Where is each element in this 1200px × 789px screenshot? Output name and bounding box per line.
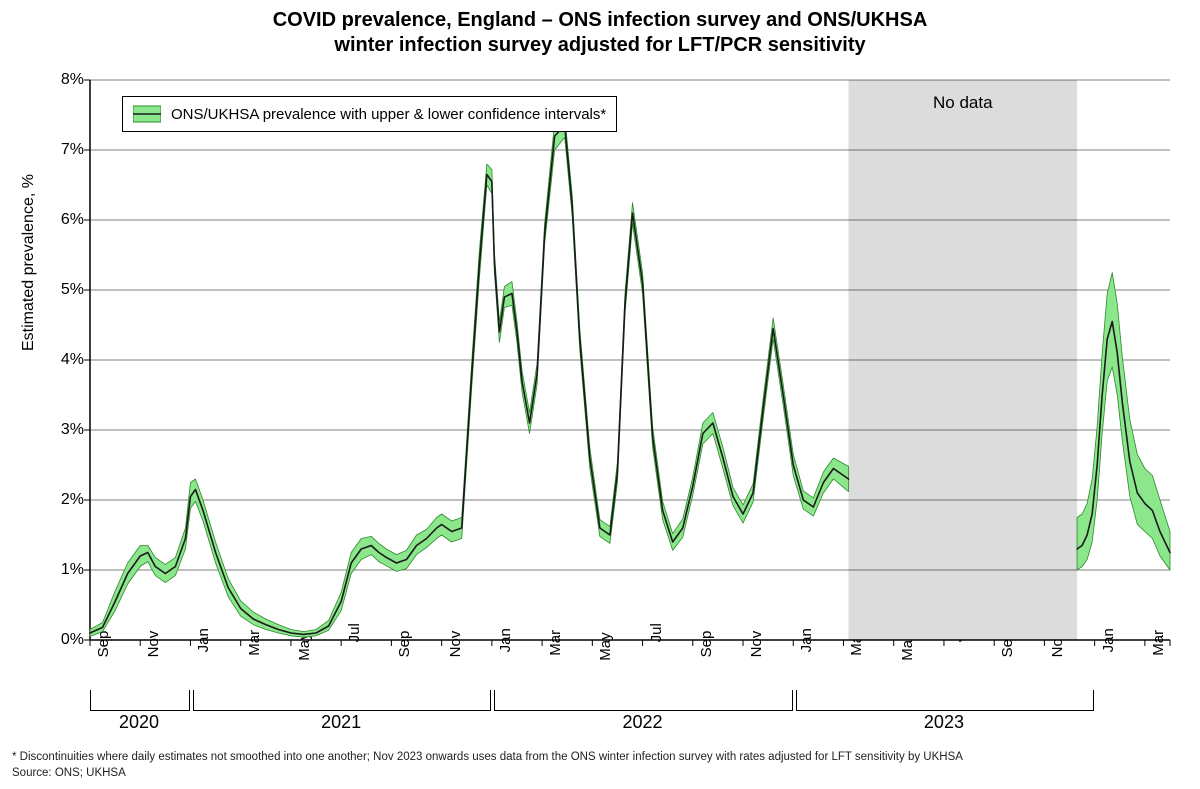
y-tick-label: 0%	[44, 631, 84, 649]
y-tick-label: 7%	[44, 141, 84, 159]
year-label: 2020	[90, 712, 188, 733]
year-label: 2022	[494, 712, 790, 733]
chart-page: COVID prevalence, England – ONS infectio…	[0, 0, 1200, 789]
year-bracket	[193, 690, 491, 711]
year-bracket	[90, 690, 190, 711]
y-tick-label: 5%	[44, 281, 84, 299]
y-axis-label: Estimated prevalence, %	[20, 174, 38, 351]
year-bracket	[494, 690, 792, 711]
y-tick-label: 2%	[44, 491, 84, 509]
footnote-text: * Discontinuities where daily estimates …	[12, 751, 963, 763]
svg-text:No data: No data	[933, 93, 993, 112]
y-tick-label: 4%	[44, 351, 84, 369]
title-line-1: COVID prevalence, England – ONS infectio…	[273, 9, 928, 31]
year-bracket	[796, 690, 1094, 711]
source-text: Source: ONS; UKHSA	[12, 767, 126, 779]
y-tick-label: 3%	[44, 421, 84, 439]
year-label: 2021	[193, 712, 489, 733]
y-tick-label: 1%	[44, 561, 84, 579]
y-tick-label: 6%	[44, 211, 84, 229]
legend-text: ONS/UKHSA prevalence with upper & lower …	[171, 106, 606, 123]
legend: ONS/UKHSA prevalence with upper & lower …	[122, 96, 617, 132]
title-line-2: winter infection survey adjusted for LFT…	[334, 34, 865, 56]
chart-svg: No data	[90, 80, 1170, 640]
legend-swatch	[133, 103, 161, 125]
year-label: 2023	[796, 712, 1092, 733]
chart-title: COVID prevalence, England – ONS infectio…	[0, 8, 1200, 58]
y-tick-label: 8%	[44, 71, 84, 89]
